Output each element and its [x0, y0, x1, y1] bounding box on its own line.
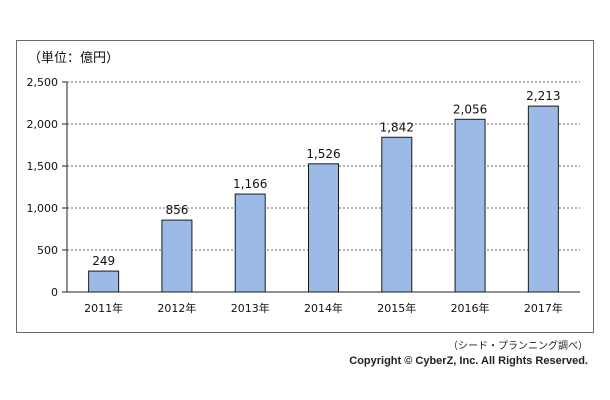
y-tick-label: 0	[51, 286, 58, 299]
bars	[88, 105, 559, 293]
bar	[527, 105, 559, 293]
value-label: 2,213	[526, 89, 560, 103]
bar	[88, 270, 120, 293]
value-label: 1,526	[306, 147, 340, 161]
y-tick-label: 2,500	[27, 76, 59, 89]
x-tick-label: 2013年	[231, 301, 270, 315]
bar	[381, 136, 413, 293]
y-tick-label: 500	[37, 244, 58, 257]
bar	[161, 219, 193, 293]
unit-label: （単位：億円）	[28, 51, 120, 66]
x-tick-label: 2011年	[84, 301, 123, 315]
source-note: （シード・プランニング調べ）	[448, 341, 588, 352]
x-tick-label: 2017年	[524, 301, 563, 315]
value-label: 1,166	[233, 177, 267, 191]
y-tick-label: 2,000	[27, 118, 59, 131]
value-label: 2,056	[453, 102, 487, 116]
y-tick-label: 1,000	[27, 202, 59, 215]
bar	[308, 163, 339, 293]
x-tick-label: 2016年	[451, 301, 490, 315]
copyright-text: Copyright © CyberZ, Inc. All Rights Rese…	[349, 355, 588, 367]
x-tick-label: 2014年	[304, 301, 343, 315]
bar	[454, 118, 486, 293]
x-tick-label: 2015年	[377, 301, 416, 315]
value-label: 249	[92, 254, 115, 268]
y-tick-label: 1,500	[27, 160, 59, 173]
x-tick-label: 2012年	[157, 301, 196, 315]
labels: 0 500 1,000 1,500 2,000 2,500 249 2011年 856 2012年…	[27, 76, 563, 315]
value-label: 856	[165, 203, 188, 217]
bar	[234, 193, 266, 293]
value-label: 1,842	[380, 120, 414, 134]
